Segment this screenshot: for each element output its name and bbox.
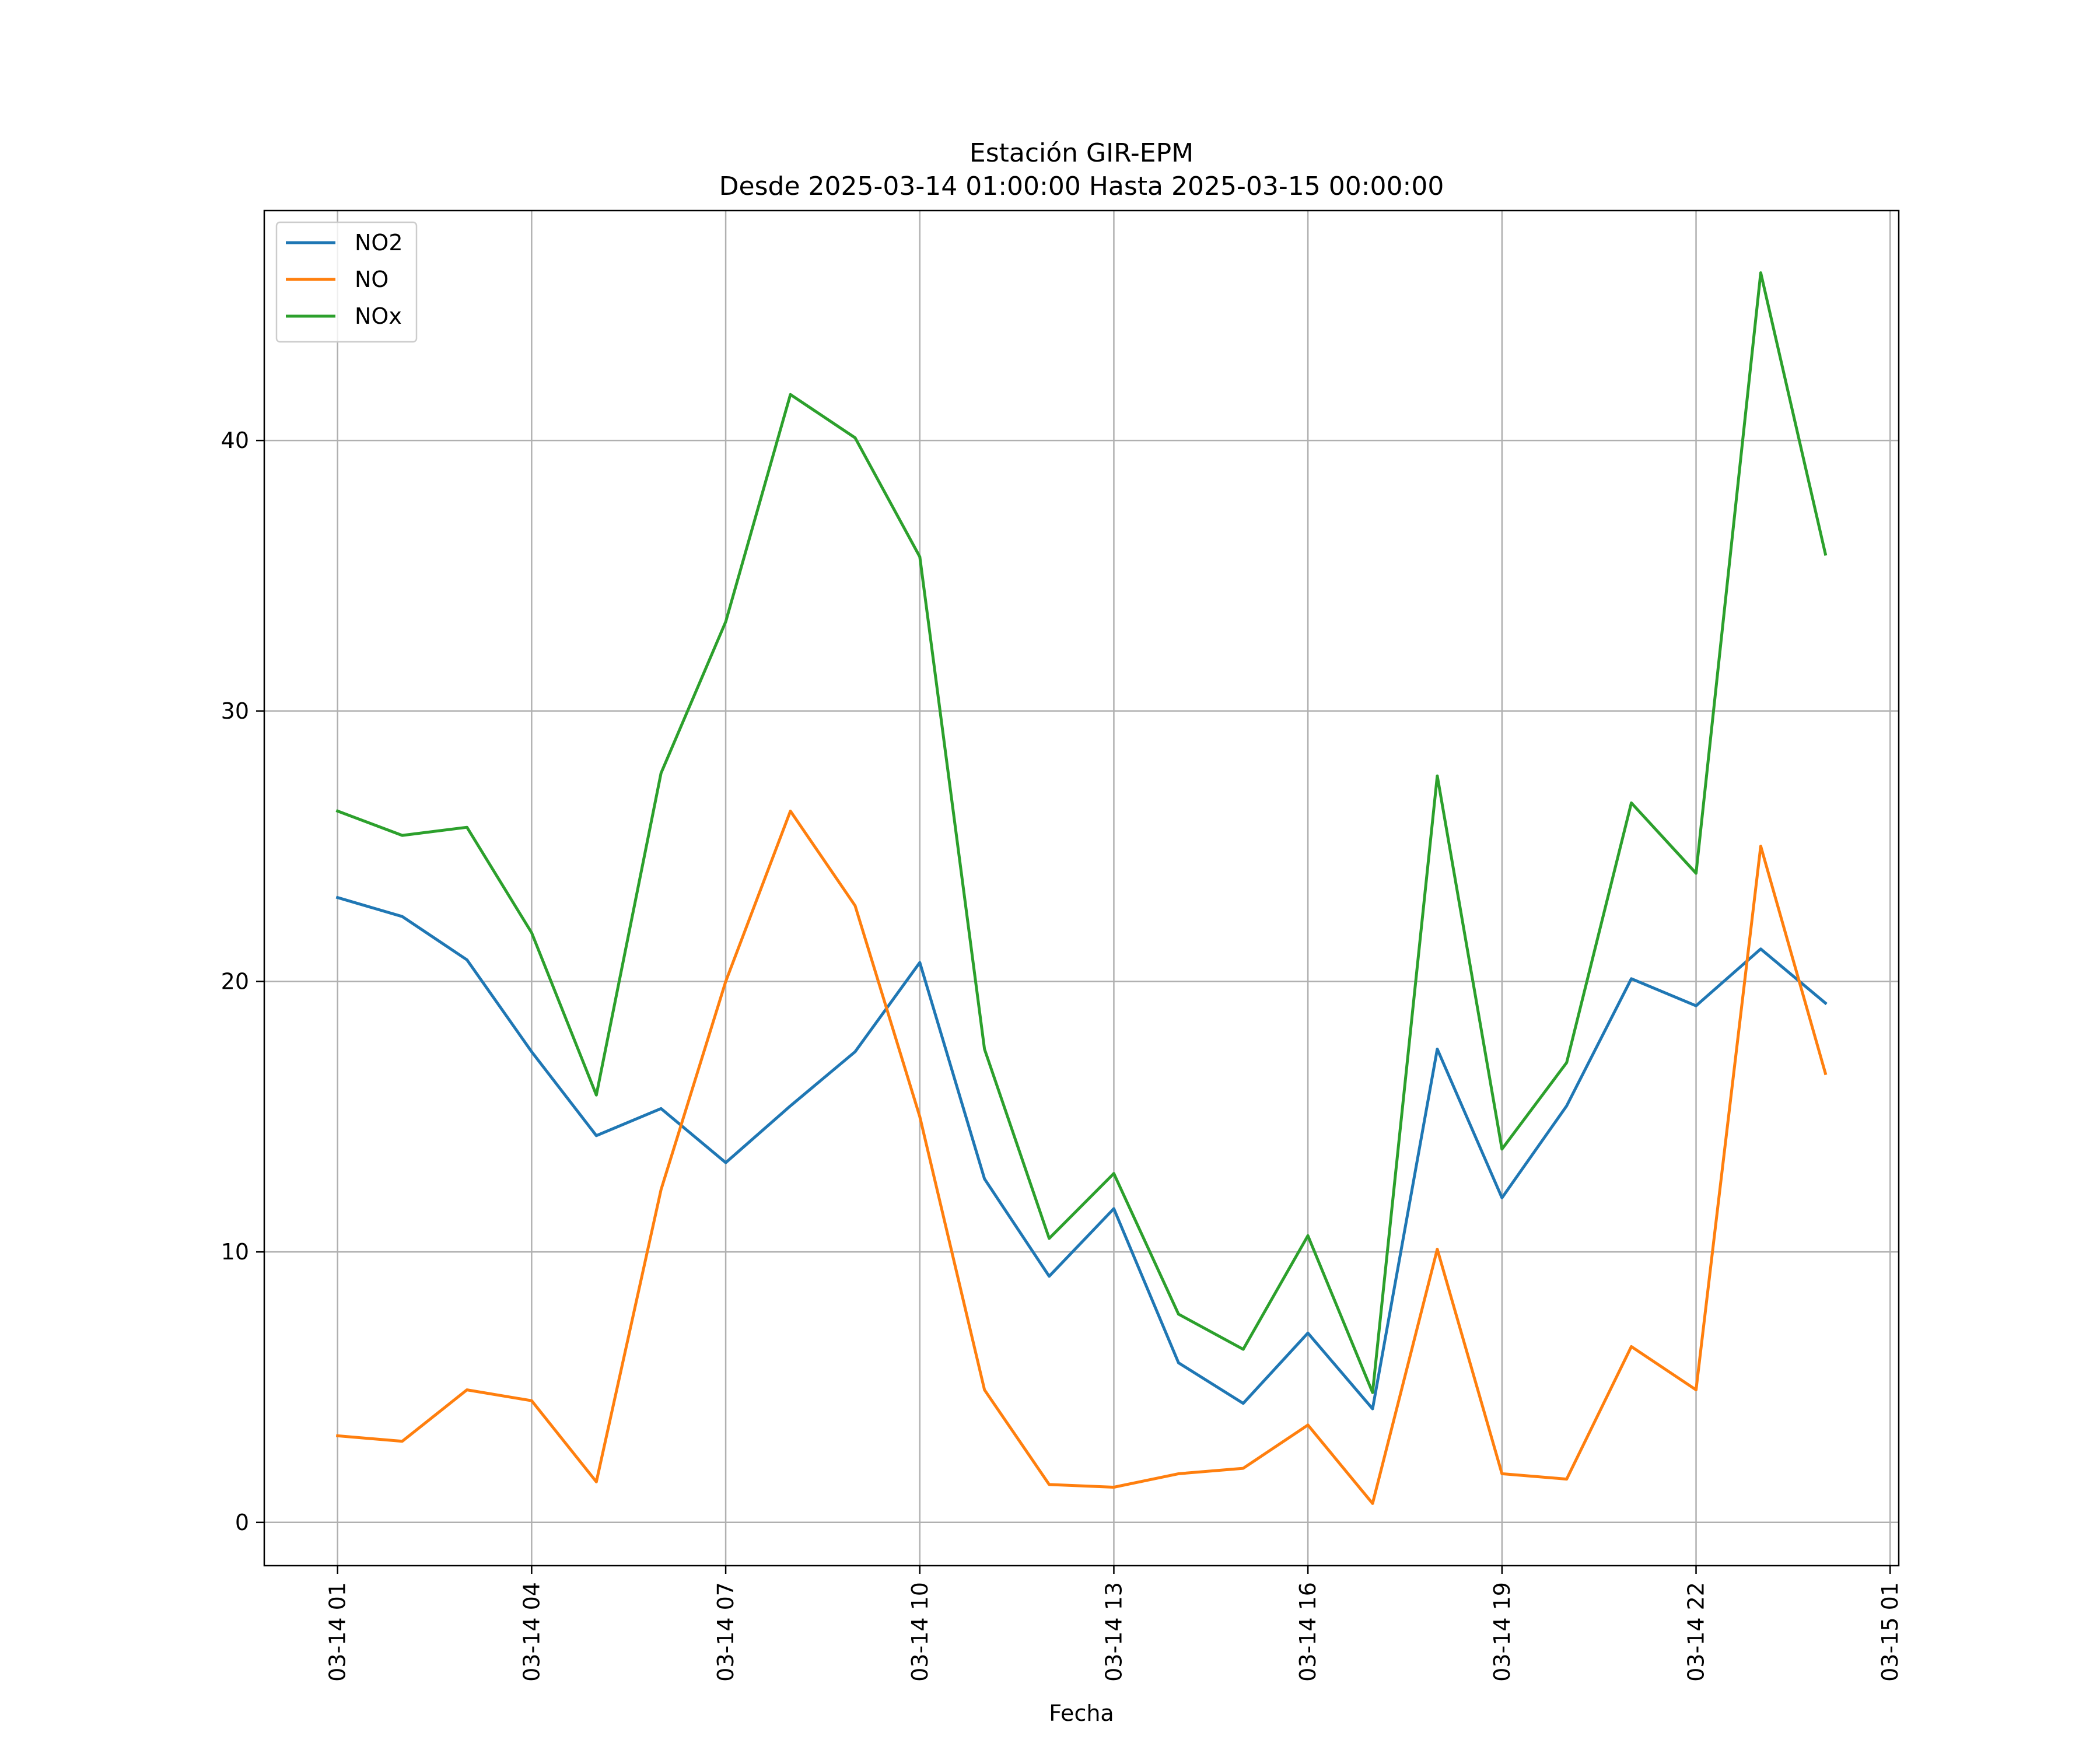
- series-lines: [335, 271, 1828, 1505]
- legend-label-no: NO: [355, 267, 388, 292]
- chart-title: Estación GIR-EPM: [970, 138, 1194, 168]
- x-axis-label: Fecha: [1049, 1700, 1114, 1726]
- x-tick-label: 03-14 07: [713, 1582, 738, 1682]
- y-tick-label: 20: [221, 968, 249, 994]
- gridlines: [264, 211, 1899, 1566]
- x-tick-label: 03-15 01: [1877, 1582, 1903, 1682]
- x-tick-label: 03-14 01: [325, 1582, 351, 1682]
- x-tick-label: 03-14 13: [1101, 1582, 1126, 1682]
- x-tick-label: 03-14 10: [907, 1582, 933, 1682]
- chart-subtitle: Desde 2025-03-14 01:00:00 Hasta 2025-03-…: [719, 172, 1444, 201]
- plot-frame: [263, 209, 1900, 1567]
- x-tick-label: 03-14 04: [519, 1582, 544, 1682]
- series-line-nox: [335, 271, 1828, 1394]
- y-tick-label: 40: [221, 428, 249, 453]
- x-tick-label: 03-14 22: [1684, 1582, 1709, 1682]
- series-line-no2: [335, 895, 1828, 1410]
- axis-ticks: 03-14 01 03-14 04 03-14 07 03-14 10 03-14 13…: [221, 428, 1903, 1682]
- legend: NO2 NO NOx: [275, 221, 418, 343]
- legend-label-no2: NO2: [355, 230, 403, 256]
- legend-box: [275, 221, 418, 343]
- y-tick-label: 30: [221, 698, 249, 724]
- y-tick-label: 10: [221, 1239, 249, 1265]
- legend-label-nox: NOx: [355, 303, 402, 329]
- y-tick-label: 0: [235, 1510, 249, 1535]
- x-tick-label: 03-14 16: [1295, 1582, 1321, 1682]
- x-tick-label: 03-14 19: [1489, 1582, 1515, 1682]
- series-line-no: [335, 809, 1828, 1505]
